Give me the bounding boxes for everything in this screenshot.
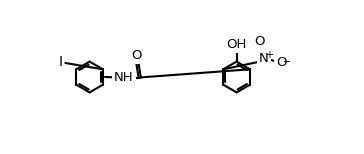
Text: +: + xyxy=(265,50,273,60)
Text: N: N xyxy=(259,52,269,65)
Text: O: O xyxy=(254,35,265,48)
Text: O: O xyxy=(132,49,142,62)
Text: OH: OH xyxy=(226,38,247,51)
Text: I: I xyxy=(58,55,62,69)
Text: O: O xyxy=(276,56,286,69)
Text: NH: NH xyxy=(114,71,134,84)
Text: −: − xyxy=(283,57,292,67)
